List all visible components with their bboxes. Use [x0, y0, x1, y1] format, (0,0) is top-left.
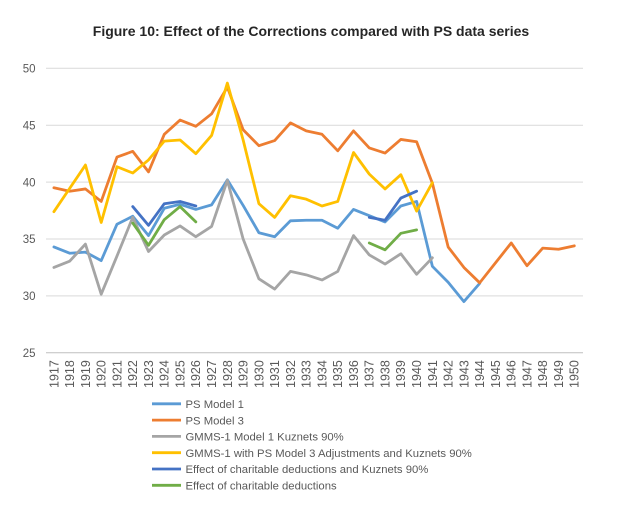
svg-text:1918: 1918	[63, 360, 77, 388]
svg-text:1922: 1922	[126, 360, 140, 388]
svg-text:PS Model 1: PS Model 1	[186, 399, 244, 411]
svg-text:Figure 10: Effect of the Corre: Figure 10: Effect of the Corrections com…	[93, 23, 530, 39]
svg-text:1945: 1945	[489, 360, 503, 388]
svg-text:1923: 1923	[142, 360, 156, 388]
svg-text:Effect of charitable deduction: Effect of charitable deductions and Kuzn…	[186, 464, 429, 476]
svg-text:1949: 1949	[552, 360, 566, 388]
svg-text:1944: 1944	[473, 360, 487, 388]
svg-text:Effect of charitable deduction: Effect of charitable deductions	[186, 481, 337, 493]
svg-text:1920: 1920	[95, 360, 109, 388]
svg-text:1946: 1946	[505, 360, 519, 388]
svg-text:1935: 1935	[331, 360, 345, 388]
svg-text:1941: 1941	[426, 360, 440, 388]
svg-text:1938: 1938	[378, 360, 392, 388]
svg-text:1919: 1919	[79, 360, 93, 388]
svg-text:1926: 1926	[189, 360, 203, 388]
svg-text:PS Model 3: PS Model 3	[186, 415, 244, 427]
svg-text:1934: 1934	[315, 360, 329, 388]
svg-text:1927: 1927	[205, 360, 219, 388]
svg-text:1936: 1936	[347, 360, 361, 388]
svg-text:1930: 1930	[252, 360, 266, 388]
svg-text:1925: 1925	[173, 360, 187, 388]
svg-text:1940: 1940	[410, 360, 424, 388]
svg-text:40: 40	[23, 177, 36, 189]
svg-text:1942: 1942	[442, 360, 456, 388]
svg-text:1939: 1939	[394, 360, 408, 388]
svg-text:30: 30	[23, 291, 36, 303]
svg-text:1933: 1933	[300, 360, 314, 388]
svg-text:1917: 1917	[47, 360, 61, 388]
svg-text:1950: 1950	[568, 360, 582, 388]
svg-text:45: 45	[23, 120, 36, 132]
svg-text:50: 50	[23, 64, 36, 76]
svg-text:1932: 1932	[284, 360, 298, 388]
svg-text:GMMS-1 with PS Model 3 Adjustm: GMMS-1 with PS Model 3 Adjustments and K…	[186, 448, 472, 460]
svg-text:1948: 1948	[536, 360, 550, 388]
svg-text:1921: 1921	[110, 360, 124, 388]
svg-text:GMMS-1 Model 1 Kuznets 90%: GMMS-1 Model 1 Kuznets 90%	[186, 432, 344, 444]
svg-text:1931: 1931	[268, 360, 282, 388]
svg-text:1929: 1929	[237, 360, 251, 388]
svg-text:25: 25	[23, 348, 36, 360]
svg-text:1943: 1943	[457, 360, 471, 388]
svg-text:1947: 1947	[520, 360, 534, 388]
svg-text:1928: 1928	[221, 360, 235, 388]
svg-text:35: 35	[23, 234, 36, 246]
svg-text:1937: 1937	[363, 360, 377, 388]
svg-text:1924: 1924	[158, 360, 172, 388]
